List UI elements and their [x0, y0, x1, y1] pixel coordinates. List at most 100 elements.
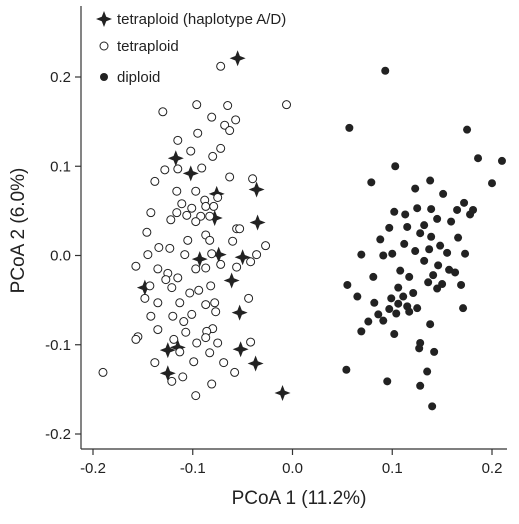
point-tetraploid: [261, 241, 271, 251]
point-diploid: [392, 309, 401, 318]
point-diploid: [416, 381, 425, 390]
point-tetraploid: [282, 100, 292, 110]
point-tetraploid: [98, 367, 108, 377]
point-diploid: [385, 223, 394, 232]
point-tetraploid: [160, 165, 170, 175]
point-diploid: [388, 249, 397, 258]
point-diploid: [383, 377, 392, 386]
point-tetraploid: [142, 227, 152, 237]
point-tetraploid: [150, 176, 160, 186]
point-tetraploid: [146, 208, 156, 218]
point-tetraploid: [192, 338, 202, 348]
point-diploid: [459, 304, 468, 313]
point-tetraploid: [216, 61, 226, 71]
x-tick-label: 0.0: [282, 460, 303, 477]
point-diploid: [342, 365, 351, 374]
point-tetraploid: [205, 235, 215, 245]
point-tetraploid: [246, 337, 256, 347]
point-tetraploid-haplotype: [136, 279, 153, 296]
point-diploid: [413, 304, 422, 313]
point-diploid: [426, 176, 435, 185]
point-tetraploid: [211, 307, 221, 317]
point-diploid: [474, 154, 483, 163]
point-tetraploid: [192, 100, 202, 110]
point-diploid: [357, 327, 366, 336]
point-tetraploid-haplotype: [159, 365, 176, 382]
point-tetraploid: [179, 317, 189, 327]
point-tetraploid: [191, 186, 201, 196]
point-diploid: [453, 205, 462, 214]
point-diploid: [379, 316, 388, 325]
point-diploid: [427, 232, 436, 241]
y-axis-title: PCoA 2 (6.0%): [8, 168, 29, 294]
point-tetraploid: [244, 293, 254, 303]
point-diploid: [430, 347, 439, 356]
point-diploid: [370, 298, 379, 307]
point-tetraploid: [173, 135, 183, 145]
point-diploid: [447, 217, 456, 226]
point-tetraploid-haplotype: [231, 304, 248, 321]
point-diploid: [457, 280, 466, 289]
point-diploid: [497, 156, 506, 165]
point-tetraploid: [175, 298, 185, 308]
point-tetraploid: [150, 358, 160, 368]
point-tetraploid: [213, 338, 223, 348]
point-diploid: [463, 125, 472, 134]
point-diploid: [343, 280, 352, 289]
x-tick-label: -0.2: [80, 460, 106, 477]
point-tetraploid: [235, 224, 245, 234]
point-tetraploid-haplotype: [229, 50, 246, 67]
point-tetraploid: [167, 283, 177, 293]
point-diploid: [423, 367, 432, 376]
point-diploid: [460, 198, 469, 207]
point-tetraploid: [223, 101, 233, 111]
point-tetraploid: [173, 273, 183, 283]
point-diploid: [379, 251, 388, 260]
legend-marker-open-circle: [99, 41, 109, 51]
point-diploid: [433, 284, 442, 293]
point-tetraploid: [209, 201, 219, 211]
point-diploid: [390, 330, 399, 339]
point-diploid: [394, 283, 403, 292]
legend-marker-star: [96, 11, 112, 27]
point-tetraploid: [131, 334, 141, 344]
point-diploid: [405, 307, 414, 316]
point-tetraploid: [208, 151, 218, 161]
point-tetraploid: [143, 250, 153, 260]
point-tetraploid: [201, 300, 211, 310]
legend-label-tetraploid: tetraploid: [117, 38, 179, 55]
point-tetraploid: [168, 311, 178, 321]
point-tetraploid: [145, 281, 155, 291]
point-tetraploid: [205, 348, 215, 358]
point-diploid: [416, 229, 425, 238]
point-diploid: [400, 239, 409, 248]
point-tetraploid: [252, 250, 262, 260]
data-points: [98, 50, 506, 411]
point-tetraploid: [187, 309, 197, 319]
point-tetraploid: [216, 259, 226, 269]
point-tetraploid: [197, 163, 207, 173]
point-tetraploid-haplotype: [191, 251, 208, 268]
point-diploid: [411, 247, 420, 256]
point-tetraploid-haplotype: [182, 165, 199, 182]
point-tetraploid: [172, 208, 182, 218]
point-diploid: [429, 271, 438, 280]
point-tetraploid: [169, 334, 179, 344]
point-tetraploid: [201, 333, 211, 343]
y-tick-label: 0.0: [50, 248, 71, 265]
y-tick-label: 0.1: [50, 158, 71, 175]
legend-marker-filled-circle: [100, 73, 108, 81]
point-tetraploid: [167, 376, 177, 386]
point-tetraploid: [201, 263, 211, 273]
point-tetraploid: [231, 115, 241, 125]
point-tetraploid: [187, 203, 197, 213]
point-tetraploid-haplotype: [223, 272, 240, 289]
point-diploid: [454, 233, 463, 242]
point-tetraploid: [182, 210, 192, 220]
legend-label-diploid: diploid: [117, 69, 160, 86]
point-tetraploid: [175, 347, 185, 357]
point-tetraploid: [207, 249, 217, 259]
point-diploid: [345, 123, 354, 132]
point-tetraploid: [210, 298, 220, 308]
